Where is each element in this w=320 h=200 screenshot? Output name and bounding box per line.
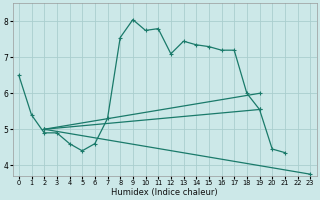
X-axis label: Humidex (Indice chaleur): Humidex (Indice chaleur) bbox=[111, 188, 218, 197]
